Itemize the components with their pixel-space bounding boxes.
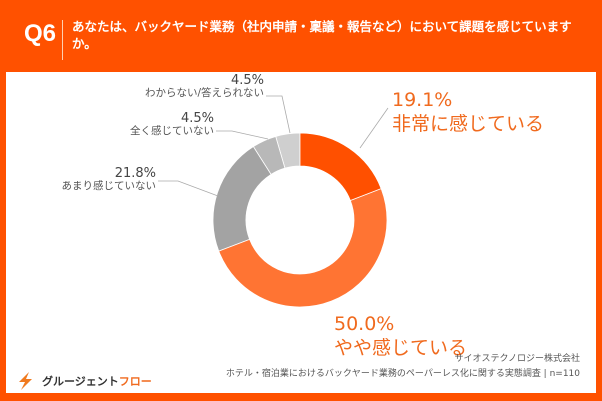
source-note: サイオステクノロジー株式会社 ホテル・宿泊業におけるバックヤード業務のペーパーレ…	[226, 352, 580, 382]
donut-slice	[299, 132, 382, 202]
slice-percent: 21.8%	[114, 166, 156, 181]
slice-category: やや感じている	[334, 337, 468, 359]
donut-slice	[252, 135, 286, 175]
slice-percent: 19.1%	[392, 89, 453, 111]
leader-line	[359, 107, 389, 149]
slice-percent: 4.5%	[230, 73, 264, 88]
company-name: サイオステクノロジー株式会社	[454, 354, 580, 364]
slice-percent: 50.0%	[334, 313, 395, 335]
logo-text: グルージェント	[42, 375, 119, 388]
brand-logo: グルージェント フロー	[14, 370, 152, 392]
slice-category: あまり感じていない	[61, 180, 157, 192]
donut-slice	[212, 146, 272, 252]
header: Q6 あなたは、バックヤード業務（社内申請・稟議・報告など）において課題を感じて…	[0, 0, 602, 70]
leader-line	[266, 95, 291, 134]
slice-category: わからない/答えられない	[144, 87, 264, 99]
chart-panel	[6, 72, 596, 393]
survey-info: ホテル・宿泊業におけるバックヤード業務のペーパーレス化に関する実態調査 | n=…	[225, 369, 580, 379]
label-somewhat: 50.0% やや感じている	[334, 312, 467, 360]
label-very-much: 19.1% 非常に感じている	[392, 88, 544, 136]
donut-slice	[218, 188, 388, 308]
leader-line	[158, 180, 219, 197]
slice-percent: 4.5%	[180, 111, 214, 126]
logo-text-accent: フロー	[118, 375, 152, 388]
leader-line	[216, 130, 269, 140]
label-dont-know: 4.5% わからない/答えられない	[145, 74, 264, 100]
lightning-logo-icon	[19, 372, 32, 390]
divider	[62, 20, 63, 60]
label-not-at-all: 4.5% 全く感じていない	[130, 112, 214, 138]
slice-category: 全く感じていない	[130, 125, 214, 137]
label-not-much: 21.8% あまり感じていない	[62, 167, 157, 193]
question-text: あなたは、バックヤード業務（社内申請・稟議・報告など）において課題を感じています…	[72, 19, 572, 51]
slice-category: 非常に感じている	[392, 113, 545, 135]
question-number: Q6	[24, 20, 57, 47]
